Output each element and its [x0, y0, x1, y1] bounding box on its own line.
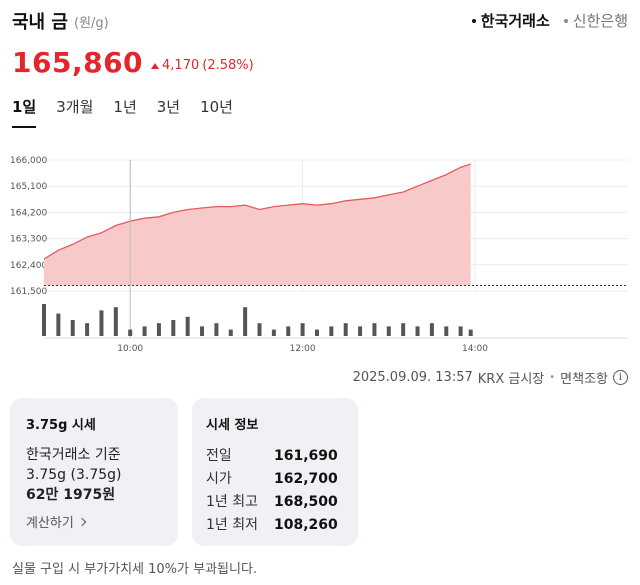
chart-svg: 166,000 165,100 164,200 163,300 162,400 161,5… — [10, 156, 628, 354]
chevron-right-icon — [77, 517, 87, 526]
volume-bar — [286, 326, 291, 336]
volume-bar — [142, 326, 147, 336]
chart-footer: 2025.09.09. 13:57 KRX 금시장 • 면책조항 i — [353, 368, 628, 387]
x-tick-label: 14:00 — [462, 344, 488, 354]
volume-bar — [200, 326, 205, 336]
volume-bar — [214, 323, 219, 336]
triangle-up-icon — [151, 62, 160, 69]
disclaimer-link[interactable]: 면책조항 — [560, 372, 608, 387]
volume-bar — [444, 326, 449, 336]
y-tick-label: 163,300 — [10, 235, 47, 245]
bullet-icon — [471, 18, 476, 23]
spot-weight: 3.75g (3.75g) — [26, 467, 122, 483]
y-tick-label: 162,400 — [10, 261, 47, 271]
price-chart[interactable]: 166,000 165,100 164,200 163,300 162,400 161,5… — [0, 148, 640, 358]
timestamp: 2025.09.09. 13:57 — [352, 370, 473, 385]
volume-bar — [468, 329, 473, 336]
stat-label: 전일 — [206, 448, 232, 464]
current-price: 165,860 — [12, 46, 144, 79]
tab-1y[interactable]: 1년 — [113, 98, 137, 116]
stat-value: 161,690 — [274, 448, 338, 464]
unit-label: (원/g) — [74, 16, 109, 31]
y-tick-label: 166,000 — [10, 156, 47, 166]
stat-row: 시가 162,700 — [206, 468, 344, 491]
stats-card: 시세 정보 전일 161,690 시가 162,700 1년 최고 168,50… — [192, 398, 358, 546]
volume-bar — [185, 316, 190, 336]
tab-10y[interactable]: 10년 — [200, 98, 233, 116]
header: 국내 금 (원/g) 한국거래소 신한은행 — [12, 8, 628, 33]
volume-bar — [300, 323, 305, 336]
y-tick-label: 165,100 — [10, 182, 47, 192]
x-tick-label: 10:00 — [117, 344, 143, 354]
stat-label: 1년 최저 — [206, 517, 258, 533]
volume-bar — [56, 313, 61, 336]
price-row: 165,860 4,170 (2.58%) — [12, 44, 254, 78]
volume-bar — [113, 307, 118, 336]
volume-bar — [458, 326, 463, 336]
change-amount: 4,170 — [162, 58, 200, 73]
volume-bar — [429, 323, 434, 336]
volume-bar — [271, 329, 276, 336]
source-tab-krx[interactable]: 한국거래소 — [471, 10, 550, 31]
stat-label: 1년 최고 — [206, 494, 258, 510]
stat-value: 162,700 — [274, 471, 338, 487]
volume-bar — [257, 323, 262, 336]
stat-value: 108,260 — [274, 517, 338, 533]
volume-bar — [70, 320, 75, 336]
volume-bar — [243, 307, 248, 336]
volume-bar — [128, 329, 133, 336]
y-tick-label: 161,500 — [10, 287, 47, 297]
source-tab-shinhan[interactable]: 신한은행 — [563, 10, 628, 31]
stat-row: 1년 최고 168,500 — [206, 491, 344, 514]
stat-row: 1년 최저 108,260 — [206, 514, 344, 537]
bullet-icon — [563, 18, 568, 23]
tab-1d[interactable]: 1일 — [12, 96, 37, 128]
volume-bar — [415, 326, 420, 336]
volume-bar — [42, 304, 46, 336]
source-tab-label: 신한은행 — [572, 12, 628, 30]
volume-bar — [171, 320, 176, 336]
spot-card-title: 3.75g 시세 — [26, 418, 96, 433]
calculate-link[interactable]: 계산하기 — [26, 512, 87, 531]
stat-row: 전일 161,690 — [206, 445, 344, 468]
source-tab-label: 한국거래소 — [480, 12, 550, 30]
market-label: KRX 금시장 — [477, 372, 545, 387]
stat-label: 시가 — [206, 471, 232, 487]
price-line — [43, 163, 471, 260]
calculate-label: 계산하기 — [26, 516, 74, 531]
source-tabs: 한국거래소 신한은행 — [471, 10, 628, 31]
separator-dot: • — [549, 372, 556, 383]
change-percent: (2.58%) — [202, 58, 254, 73]
y-tick-label: 164,200 — [10, 208, 47, 218]
volume-bar — [314, 329, 319, 336]
volume-bar — [99, 310, 104, 336]
volume-bar — [372, 323, 377, 336]
volume-bar — [329, 326, 334, 336]
volume-bar — [343, 323, 348, 336]
tab-3m[interactable]: 3개월 — [56, 98, 94, 116]
spot-basis: 한국거래소 기준 — [26, 447, 121, 463]
period-tabs: 1일 3개월 1년 3년 10년 — [12, 96, 233, 128]
spot-card: 3.75g 시세 한국거래소 기준 3.75g (3.75g) 62만 1975… — [10, 398, 178, 546]
price-area — [44, 164, 471, 286]
spot-price: 62만 1975원 — [26, 487, 116, 503]
tab-3y[interactable]: 3년 — [156, 98, 181, 116]
page-title: 국내 금 — [12, 12, 68, 33]
volume-bar — [358, 326, 363, 336]
volume-bar — [85, 323, 90, 336]
vat-disclaimer: 실물 구입 시 부가가치세 10%가 부과됩니다. — [12, 562, 258, 577]
price-change: 4,170 (2.58%) — [151, 58, 254, 73]
x-tick-label: 12:00 — [290, 344, 316, 354]
volume-bar — [386, 326, 391, 336]
volume-bar — [156, 323, 161, 336]
volume-bar — [228, 329, 233, 336]
stat-value: 168,500 — [274, 494, 338, 510]
info-icon[interactable]: i — [613, 370, 628, 385]
volume-bar — [401, 323, 406, 336]
stats-card-title: 시세 정보 — [206, 418, 259, 433]
